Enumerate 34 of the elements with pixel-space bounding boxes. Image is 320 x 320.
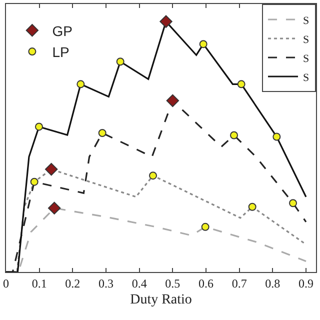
x-tick-label: 0.5 [165,276,180,290]
x-tick-label: 0.7 [232,276,247,290]
x-tick-label: 0.2 [65,276,80,290]
legend-label: LP [52,44,70,60]
point [98,128,106,137]
point [166,94,180,108]
point [35,122,43,131]
legend-label: S [303,72,310,84]
point [230,131,238,140]
point [160,15,172,28]
point [76,80,85,88]
legend-label: S [303,52,310,65]
point [48,202,61,214]
point [116,58,124,66]
point [44,162,58,176]
x-tick-label: 0 [3,276,9,290]
point [237,80,246,88]
legend-label: GP [52,22,72,39]
x-axis-title: Duty Ratio [130,292,192,308]
point [149,172,157,180]
point [248,202,256,211]
point [201,222,210,231]
x-tick-label: 0.9 [298,276,314,290]
legend-label: S [303,14,310,27]
legend-label: S [303,34,310,46]
x-tick-label: 0.1 [32,276,47,290]
x-tick-label: 0.3 [98,276,114,290]
x-tick-label: 0.8 [265,276,280,290]
x-tick-label: 0.6 [198,276,214,290]
point [289,199,297,208]
x-tick-label: 0.4 [132,276,147,290]
point [30,178,38,186]
point [199,40,208,48]
point [272,132,281,141]
